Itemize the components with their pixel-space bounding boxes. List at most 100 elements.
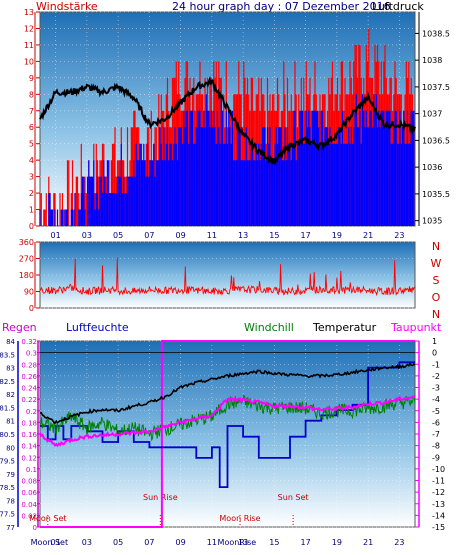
x-tick-label: 23 <box>394 538 404 547</box>
wind-tick-label: 1 <box>29 206 34 215</box>
temp-tick-label: 0 <box>432 349 437 358</box>
compass-label: O <box>432 291 441 304</box>
temp-tick-label: -15 <box>432 523 445 532</box>
compass-label: W <box>431 257 442 270</box>
humidity-tick-label: 81 <box>6 418 15 426</box>
temp-tick-label: -3 <box>432 384 440 393</box>
direction-tick-label: 180 <box>19 271 34 280</box>
x-tick-label: 21 <box>363 538 373 547</box>
temp-tick-label: -6 <box>432 418 440 427</box>
humidity-tick-label: 77 <box>6 524 15 532</box>
wind-tick-label: 7 <box>29 107 34 116</box>
x-tick-label: 15 <box>269 231 279 240</box>
rain-tick-label: 0 <box>33 524 37 532</box>
x-tick-label: 05 <box>113 231 123 240</box>
temp-tick-label: -12 <box>432 488 445 497</box>
pressure-tick-label: 1035.5 <box>422 190 450 199</box>
compass-label: N <box>432 240 440 253</box>
event-label: Sun Rise <box>143 493 178 502</box>
rain-tick-label: 0.28 <box>21 361 37 369</box>
x-tick-label: 01 <box>51 538 61 547</box>
humidity-tick-label: 79 <box>6 471 15 479</box>
rain-tick-label: 0.2 <box>26 408 37 416</box>
rain-tick-label: 0.06 <box>21 489 37 497</box>
dewpoint-line <box>39 394 416 448</box>
wind-tick-label: 4 <box>29 156 34 165</box>
rain-tick-label: 0.24 <box>21 385 37 393</box>
direction-tick-label: 360 <box>19 238 34 247</box>
x-tick-label: 19 <box>332 231 342 240</box>
x-tick-label: 15 <box>269 538 279 547</box>
temperature-line <box>39 362 416 425</box>
x-tick-label: 19 <box>332 538 342 547</box>
wind-tick-label: 2 <box>29 189 34 198</box>
rain-tick-label: 0.04 <box>21 501 37 509</box>
temp-tick-label: -7 <box>432 430 440 439</box>
event-label: Sun Set <box>278 493 309 502</box>
x-tick-label: 03 <box>82 538 92 547</box>
humidity-tick-label: 78.5 <box>0 484 15 492</box>
pressure-tick-label: 1035 <box>422 217 442 226</box>
humidity-tick-label: 84 <box>6 338 15 346</box>
humidity-tick-label: 83.5 <box>0 351 15 359</box>
temp-tick-label: -5 <box>432 407 440 416</box>
wind-tick-label: 0 <box>29 222 34 231</box>
x-tick-label: 13 <box>238 538 248 547</box>
temp-tick-label: -2 <box>432 372 440 381</box>
direction-tick-label: 270 <box>19 255 34 264</box>
wind-tick-label: 5 <box>29 140 34 149</box>
rain-tick-label: 0.08 <box>21 478 37 486</box>
temp-tick-label: -9 <box>432 453 440 462</box>
temp-tick-label: -13 <box>432 500 445 509</box>
event-label: Moon Set <box>29 514 66 523</box>
wind-tick-label: 8 <box>29 90 34 99</box>
wind-tick-label: 13 <box>24 8 34 17</box>
rain-tick-label: 0.12 <box>21 454 37 462</box>
rain-tick-label: 0.02 <box>21 512 37 520</box>
humidity-tick-label: 82 <box>6 391 15 399</box>
x-tick-label: 21 <box>363 231 373 240</box>
rain-tick-label: 0.3 <box>26 350 37 358</box>
humidity-tick-label: 79.5 <box>0 458 15 466</box>
rain-tick-label: 0.26 <box>21 373 37 381</box>
temp-tick-label: -4 <box>432 395 440 404</box>
wind-axis-label: Windstärke <box>36 0 98 13</box>
humidity-tick-label: 82.5 <box>0 378 15 386</box>
x-tick-label: 11 <box>207 231 217 240</box>
wind-tick-label: 3 <box>29 173 34 182</box>
pressure-tick-label: 1036 <box>422 163 442 172</box>
event-label: Moon Rise <box>219 514 260 523</box>
direction-tick-label: 90 <box>24 288 34 297</box>
rain-tick-label: 0.14 <box>21 443 37 451</box>
rain-tick-label: 0.32 <box>21 338 37 346</box>
compass-label: N <box>432 308 440 321</box>
temp-tick-label: -1 <box>432 360 440 369</box>
x-tick-label: 17 <box>301 231 311 240</box>
rain-line <box>40 340 415 528</box>
gust-bars <box>39 94 415 226</box>
x-tick-label: 11 <box>207 538 217 547</box>
wind-tick-label: 11 <box>24 41 34 50</box>
wind-tick-label: 10 <box>24 57 34 66</box>
humidity-tick-label: 80 <box>6 444 15 452</box>
rain-axis-label: Regen <box>2 321 37 334</box>
dewpoint-legend: Taupunkt <box>390 321 442 334</box>
wind-tick-label: 12 <box>24 24 34 33</box>
x-tick-label: 09 <box>176 231 186 240</box>
humidity-tick-label: 78 <box>6 497 15 505</box>
rain-tick-label: 0.18 <box>21 419 37 427</box>
temp-tick-label: -11 <box>432 477 445 486</box>
x-tick-label: 07 <box>144 231 154 240</box>
temp-tick-label: -10 <box>432 465 445 474</box>
x-tick-label: 07 <box>144 538 154 547</box>
chart-title: 24 hour graph day : 07 Dezember 2016 <box>172 0 391 13</box>
rain-tick-label: 0.22 <box>21 396 37 404</box>
temp-tick-label: -8 <box>432 442 440 451</box>
humidity-tick-label: 80.5 <box>0 431 15 439</box>
x-tick-label: 01 <box>51 231 61 240</box>
wind-tick-label: 9 <box>29 74 34 83</box>
x-tick-label: MoonRise <box>218 538 257 547</box>
compass-label: S <box>433 274 440 287</box>
